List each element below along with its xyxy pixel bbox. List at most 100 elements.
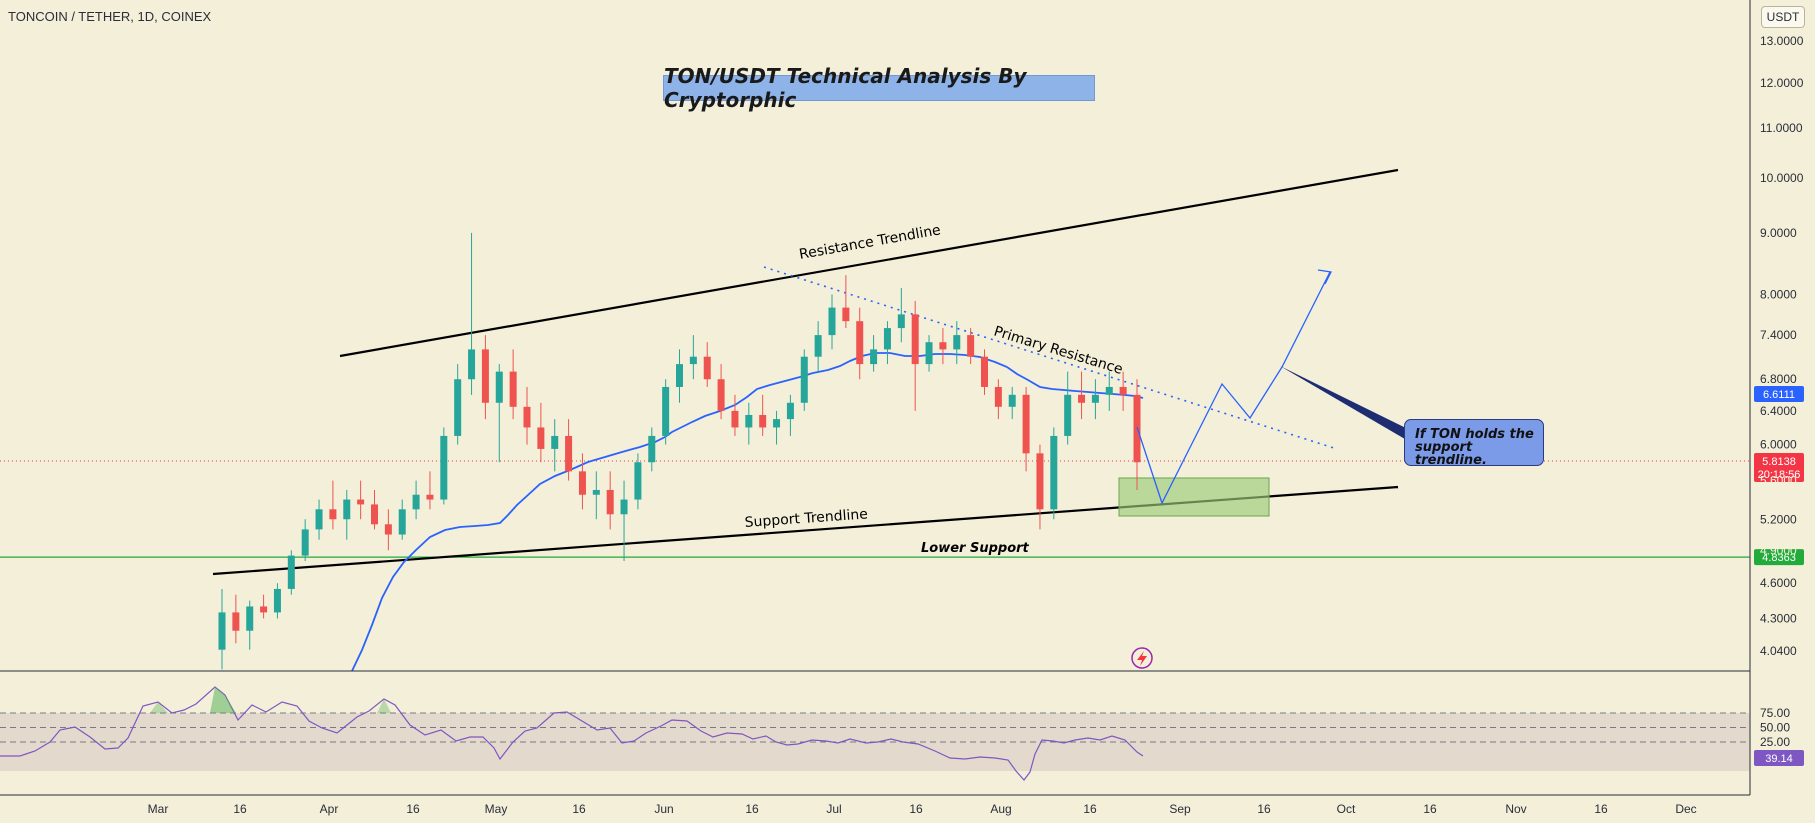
candle-body xyxy=(343,499,351,520)
candle xyxy=(1008,386,1016,420)
analysis-title: TON/USDT Technical Analysis By Cryptorph… xyxy=(663,64,1095,112)
candle-body xyxy=(329,509,337,520)
candle xyxy=(1036,444,1044,530)
candle-body xyxy=(689,356,697,365)
candle-body xyxy=(426,494,434,500)
candle xyxy=(620,480,628,562)
candle-body xyxy=(745,414,753,428)
ema-value-badge: 6.6111 xyxy=(1754,385,1804,402)
support-value-badge-bg xyxy=(1754,549,1804,566)
support-value-badge-text: 4.8363 xyxy=(1762,552,1796,564)
candle-body xyxy=(1050,435,1058,510)
candle xyxy=(1105,371,1113,411)
currency-unit-button[interactable]: USDT xyxy=(1761,6,1805,28)
x-tick-label: Dec xyxy=(1675,802,1696,816)
hidden-tick-label: 5.6000 xyxy=(1760,474,1797,488)
last-price-badge-text: 5.8138 xyxy=(1762,456,1796,468)
candle xyxy=(315,499,323,540)
candle-body xyxy=(371,504,378,525)
x-tick-label: Jun xyxy=(654,802,673,816)
y-tick-label: 4.0400 xyxy=(1760,644,1797,658)
candle-body xyxy=(218,612,226,650)
candle xyxy=(578,453,586,510)
x-tick-label: 16 xyxy=(572,802,586,816)
candle-body xyxy=(509,371,517,407)
lower-support-label: Lower Support xyxy=(921,541,1030,556)
candle-body xyxy=(634,462,642,500)
candle xyxy=(745,402,753,445)
candle xyxy=(551,419,559,472)
candle-body xyxy=(454,379,462,436)
rsi-overbought-fill xyxy=(210,687,236,713)
lightning-bolt xyxy=(1137,651,1147,666)
candle xyxy=(1078,371,1086,420)
candle xyxy=(412,480,420,520)
candle-body xyxy=(994,386,1002,407)
x-tick-label: 16 xyxy=(909,802,923,816)
candle xyxy=(481,335,489,420)
ema-value-badge-text: 6.6111 xyxy=(1763,389,1795,401)
candle-body xyxy=(814,335,822,357)
x-tick-label: May xyxy=(485,802,508,816)
rsi-tick-label: 50.00 xyxy=(1760,721,1790,735)
candle-body xyxy=(648,435,656,463)
candle xyxy=(260,594,268,619)
candle-body xyxy=(232,612,240,631)
candle xyxy=(1022,386,1030,472)
candle-body xyxy=(939,342,947,350)
candle xyxy=(329,480,337,530)
candle xyxy=(232,594,240,644)
ema-value-badge-bg xyxy=(1754,385,1804,402)
y-tick-label: 11.0000 xyxy=(1760,121,1803,135)
candle xyxy=(426,471,434,510)
rsi-tick-label: 25.00 xyxy=(1760,735,1790,749)
candle-body xyxy=(981,356,988,387)
rsi-value-badge-text: 39.14 xyxy=(1765,753,1793,765)
candle-body xyxy=(246,606,254,631)
candle xyxy=(759,394,767,436)
candle-body xyxy=(662,386,670,436)
last-price-badge-bg xyxy=(1754,453,1804,483)
rsi-tick-label: 75.00 xyxy=(1760,706,1790,720)
candle xyxy=(897,287,905,343)
x-tick-label: Jul xyxy=(826,802,841,816)
x-tick-label: Sep xyxy=(1169,802,1191,816)
candle-body xyxy=(606,489,614,515)
callout-pointer xyxy=(1280,366,1410,442)
candle xyxy=(606,471,614,530)
x-tick-label: Apr xyxy=(320,802,339,816)
candle-body xyxy=(398,509,406,535)
rsi-line xyxy=(0,686,1144,781)
candle-body xyxy=(828,307,836,336)
candle-body xyxy=(759,414,767,428)
candle xyxy=(301,519,309,562)
scenario-callout: If TON holds the support trendline. xyxy=(1404,419,1544,467)
candle xyxy=(703,342,711,387)
candle-body xyxy=(883,328,891,350)
candle xyxy=(717,364,725,420)
candle-body xyxy=(800,356,808,403)
candle xyxy=(883,321,891,365)
support-zone xyxy=(1118,477,1270,517)
candle-body xyxy=(260,606,268,613)
candle xyxy=(953,321,961,365)
candle-body xyxy=(731,410,739,428)
candle xyxy=(981,349,988,395)
candle-body xyxy=(468,349,476,380)
rsi-value-badge: 39.14 xyxy=(1754,750,1804,766)
candle-body xyxy=(384,524,392,535)
candle xyxy=(967,328,975,365)
candle xyxy=(828,294,836,350)
candle-body xyxy=(565,435,573,472)
candle xyxy=(454,364,462,445)
candle-body xyxy=(1022,394,1030,454)
candle-body xyxy=(703,356,711,380)
rsi-value-badge-bg xyxy=(1754,750,1804,766)
candle-body xyxy=(925,342,933,365)
candle-body xyxy=(1036,453,1044,510)
candle xyxy=(468,232,476,395)
candle xyxy=(773,410,781,445)
